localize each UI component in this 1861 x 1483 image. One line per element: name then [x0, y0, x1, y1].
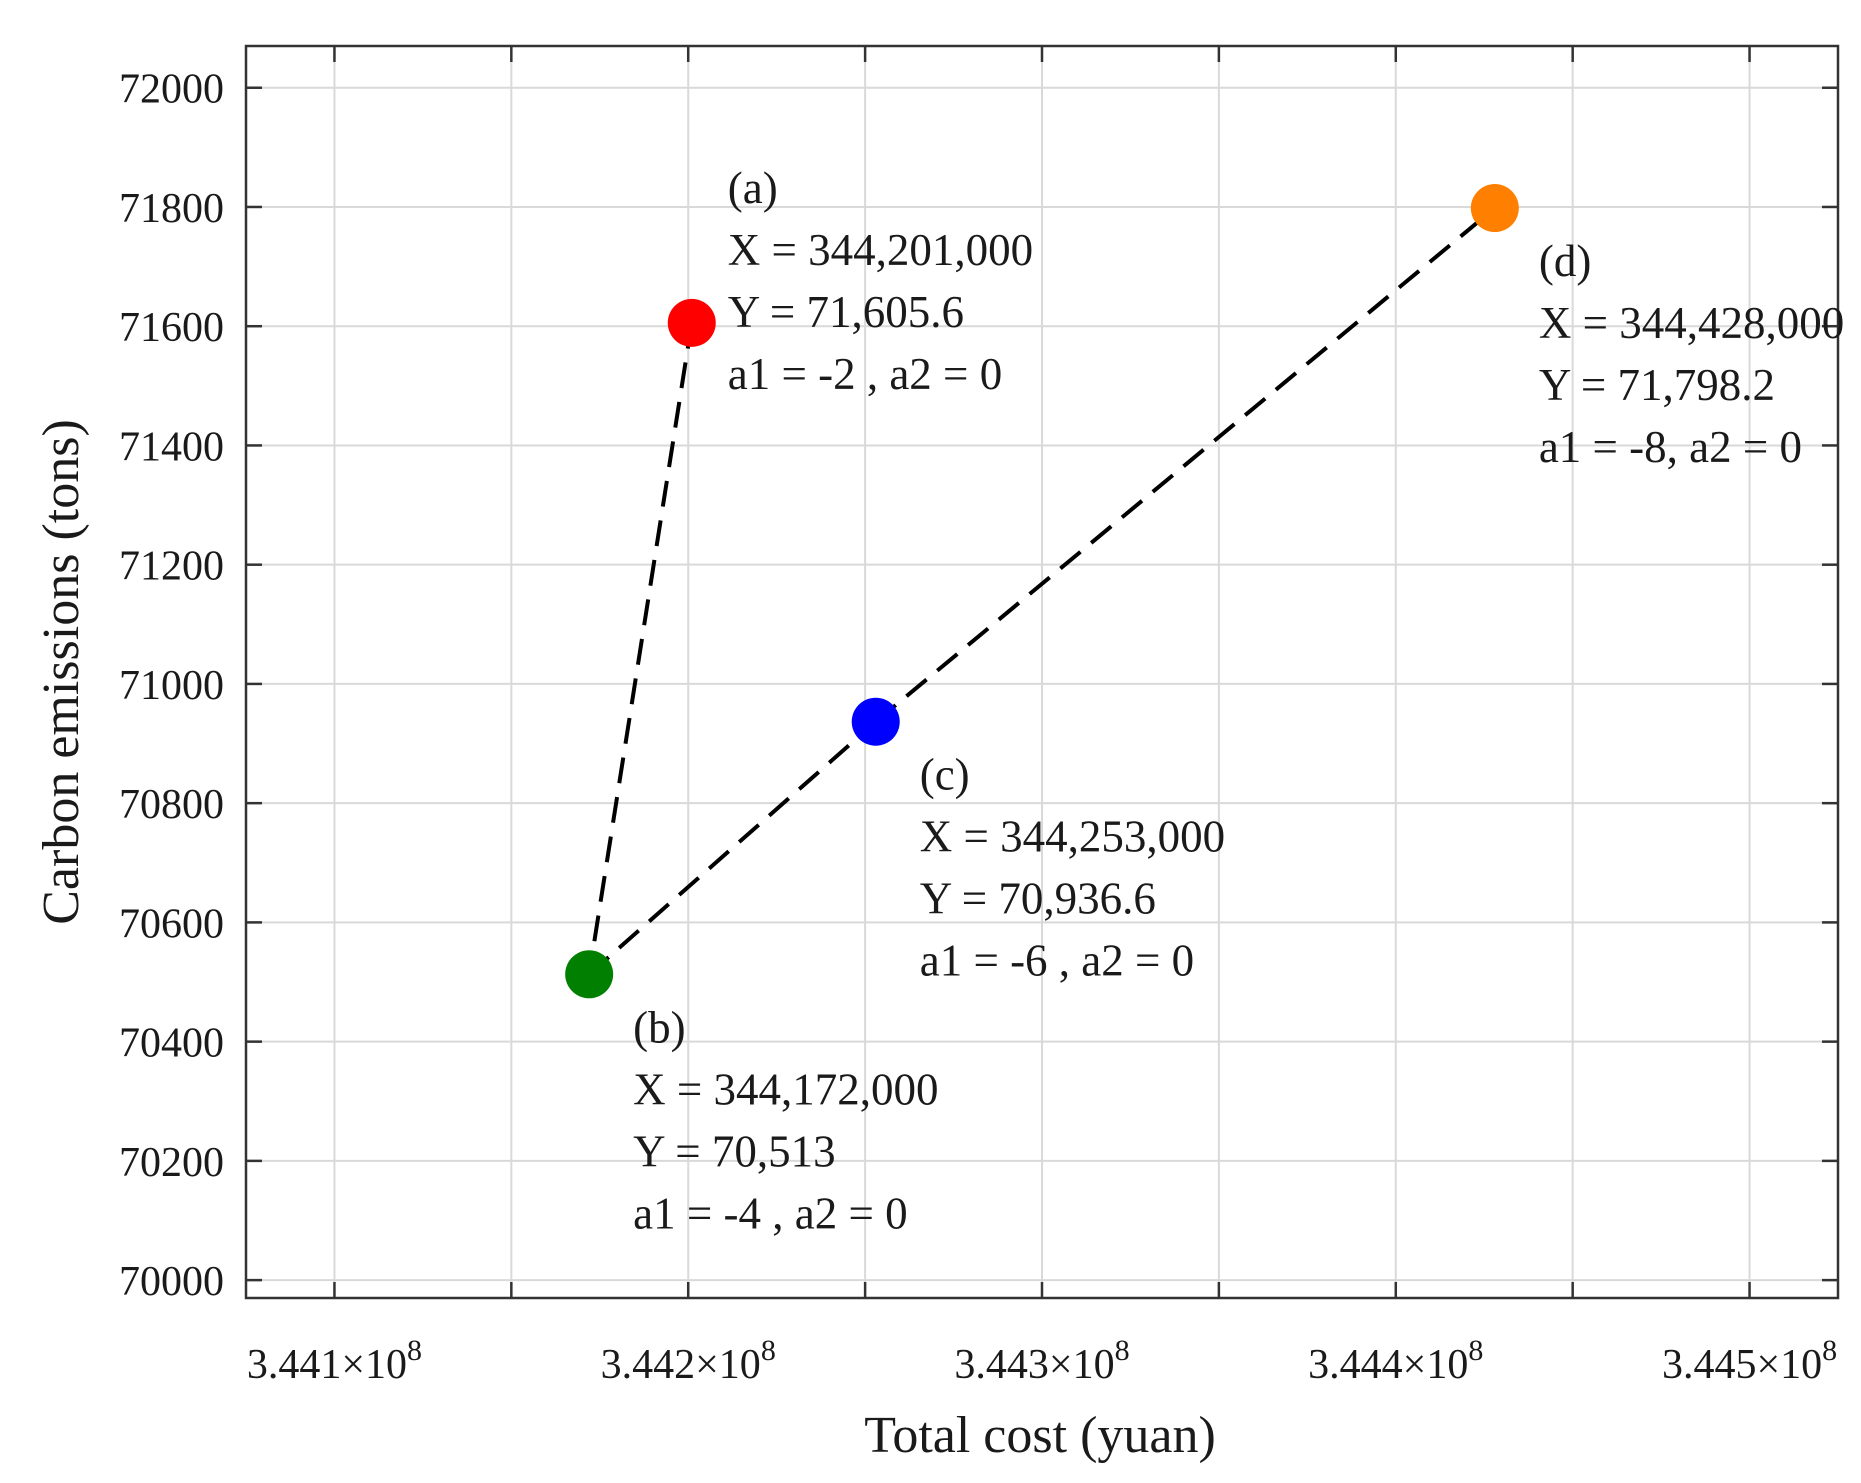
annotation-y-value-c: Y = 70,936.6 [920, 874, 1156, 924]
annotation-params-b: a1 = -4 , a2 = 0 [633, 1188, 907, 1238]
x-tick-label: 3.445×108 [1662, 1334, 1837, 1388]
y-tick-label: 71400 [119, 424, 224, 470]
annotation-x-value-d: X = 344,428,000 [1539, 298, 1844, 348]
y-tick-label: 71000 [119, 663, 224, 709]
point-b [565, 950, 614, 999]
annotation-label-d: (d) [1539, 236, 1591, 286]
y-tick-label: 70400 [119, 1021, 224, 1067]
annotation-label-a: (a) [728, 163, 778, 213]
annotation-params-c: a1 = -6 , a2 = 0 [920, 936, 1194, 986]
grid [246, 46, 1838, 1298]
point-c [851, 697, 900, 746]
ticks [246, 46, 1838, 1298]
tick-labels: 70000 70200 70400 70600 70800 71000 71200 71400… [119, 67, 1837, 1388]
dashed-line-c-d [874, 206, 1497, 724]
annotation-label-c: (c) [920, 750, 970, 800]
x-axis-title: Total cost (yuan) [864, 1407, 1216, 1464]
annotation-y-value-b: Y = 70,513 [633, 1126, 835, 1176]
y-tick-label: 70600 [119, 901, 224, 947]
annotation-x-value-a: X = 344,201,000 [728, 225, 1033, 275]
connecting-lines [587, 206, 1497, 976]
dashed-line-b-c [587, 720, 878, 976]
x-tick-label: 3.441×108 [247, 1334, 422, 1388]
x-tick-label: 3.442×108 [601, 1334, 776, 1388]
y-tick-label: 72000 [119, 67, 224, 113]
dashed-line-a-b [587, 322, 694, 975]
data-points [565, 184, 1519, 999]
annotation-params-a: a1 = -2 , a2 = 0 [728, 349, 1002, 399]
y-tick-label: 70000 [119, 1259, 224, 1305]
annotation-y-value-d: Y = 71,798.2 [1539, 360, 1775, 410]
annotation-y-value-a: Y = 71,605.6 [728, 287, 964, 337]
point-d [1470, 184, 1519, 233]
annotation-params-d: a1 = -8, a2 = 0 [1539, 422, 1802, 472]
y-tick-label: 71800 [119, 186, 224, 232]
y-axis-title: Carbon emissions (tons) [33, 419, 90, 925]
y-tick-label: 70200 [119, 1140, 224, 1186]
annotation-x-value-b: X = 344,172,000 [633, 1064, 938, 1114]
annotation-label-b: (b) [633, 1002, 685, 1052]
point-a [667, 298, 716, 347]
annotation-x-value-c: X = 344,253,000 [920, 812, 1225, 862]
x-tick-label: 3.444×108 [1308, 1334, 1483, 1388]
y-tick-label: 70800 [119, 782, 224, 828]
annotations: (a) X = 344,201,000 Y = 71,605.6 a1 = -2 , … [633, 163, 1844, 1238]
y-tick-label: 71200 [119, 544, 224, 590]
x-tick-label: 3.443×108 [954, 1334, 1129, 1388]
y-tick-label: 71600 [119, 305, 224, 351]
